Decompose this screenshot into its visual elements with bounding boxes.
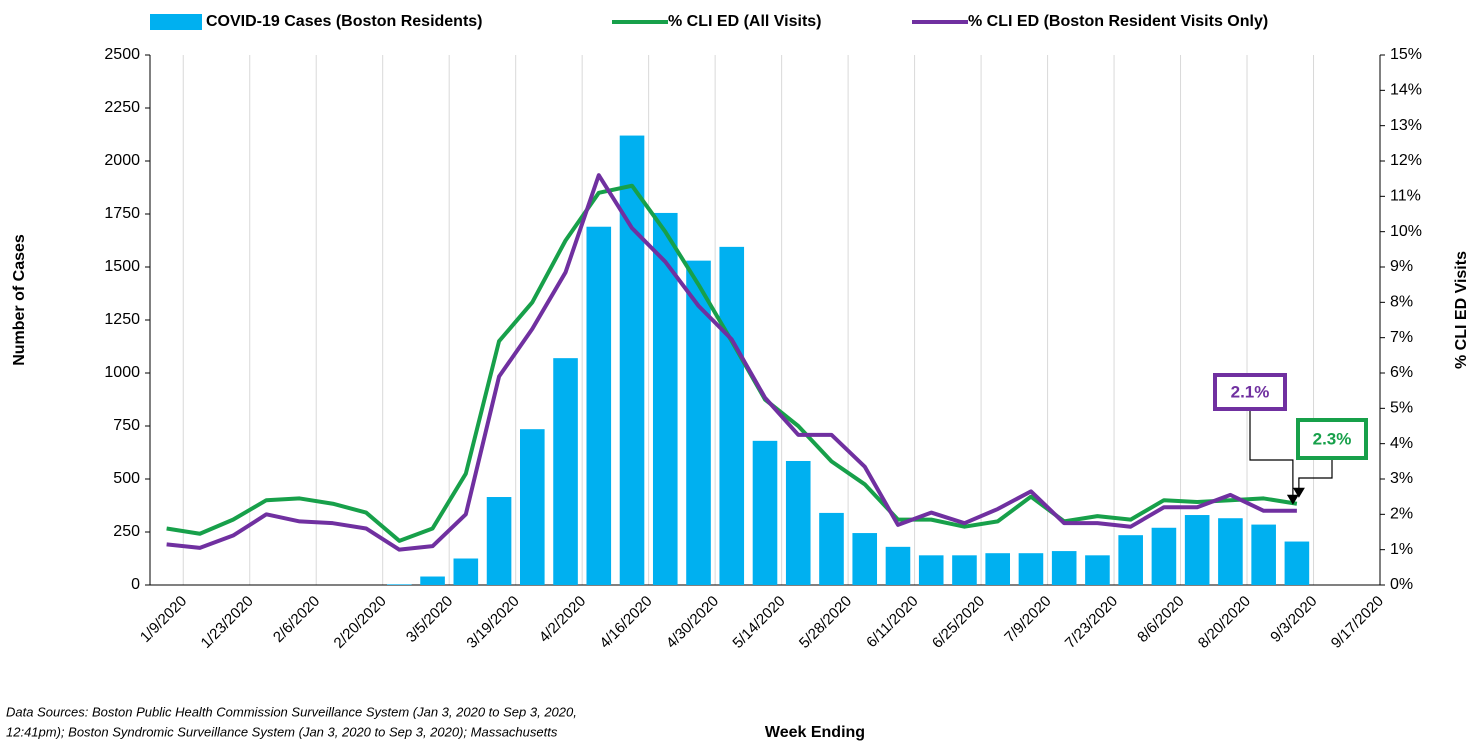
y2-tick-label: 4% [1390, 435, 1413, 452]
y-tick-label: 250 [113, 523, 140, 540]
x-tick-label: 1/23/2020 [198, 593, 257, 652]
bar [1018, 553, 1044, 585]
bar [719, 246, 745, 586]
bar [1151, 527, 1177, 585]
bar [918, 555, 944, 585]
y2-tick-label: 1% [1390, 541, 1413, 558]
legend-label: COVID-19 Cases (Boston Residents) [206, 13, 483, 30]
bar [1251, 524, 1276, 585]
y-tick-label: 500 [113, 470, 140, 487]
bar [486, 497, 512, 585]
bar [619, 135, 645, 585]
bar [752, 440, 778, 585]
legend-label: % CLI ED (All Visits) [668, 13, 822, 30]
y-tick-label: 2250 [104, 99, 140, 116]
annotation-box [1296, 418, 1368, 460]
y-tick-label: 1000 [104, 364, 140, 381]
y2-tick-label: 0% [1390, 576, 1413, 593]
x-tick-label: 7/9/2020 [1001, 593, 1054, 646]
x-tick-label: 5/28/2020 [796, 593, 855, 652]
x-tick-label: 1/9/2020 [137, 593, 190, 646]
x-tick-label: 4/2/2020 [536, 593, 589, 646]
bar [553, 358, 578, 585]
y2-tick-label: 11% [1390, 188, 1421, 205]
bar [819, 512, 844, 585]
bar [985, 553, 1011, 585]
annotation-arrow [1286, 494, 1299, 505]
legend-label: % CLI ED (Boston Resident Visits Only) [968, 13, 1268, 30]
bar [1051, 551, 1077, 585]
x-tick-label: 3/5/2020 [403, 593, 456, 646]
x-tick-label: 3/19/2020 [463, 593, 522, 652]
legend-swatch [150, 14, 202, 30]
y-tick-label: 2000 [104, 152, 140, 169]
x-tick-label: 5/14/2020 [729, 593, 788, 652]
x-tick-label: 9/3/2020 [1267, 593, 1320, 646]
x-tick-label: 4/16/2020 [596, 593, 655, 652]
x-tick-label: 7/23/2020 [1062, 593, 1121, 652]
y2-tick-label: 2% [1390, 506, 1413, 523]
annotation-leader [1249, 409, 1294, 497]
annotation-label: 2.1% [1231, 382, 1270, 401]
annotation-box [1213, 373, 1287, 411]
y-tick-label: 750 [113, 417, 140, 434]
source-note: 12:41pm); Boston Syndromic Surveillance … [6, 724, 558, 739]
bar [885, 546, 911, 585]
y2-tick-label: 9% [1390, 258, 1413, 275]
y2-tick-label: 12% [1390, 152, 1422, 169]
y2-tick-label: 6% [1390, 364, 1413, 381]
x-tick-label: 2/6/2020 [270, 593, 323, 646]
x-tick-label: 4/30/2020 [663, 593, 722, 652]
x-axis-title: Week Ending [765, 724, 865, 741]
y2-tick-label: 14% [1390, 82, 1422, 99]
x-tick-label: 2/20/2020 [331, 593, 390, 652]
bar [1218, 518, 1243, 585]
y2-tick-label: 10% [1390, 223, 1422, 240]
y-axis-title: Number of Cases [11, 234, 28, 366]
x-tick-label: 6/11/2020 [863, 593, 921, 651]
y-tick-label: 1750 [104, 205, 140, 222]
bar [420, 576, 445, 585]
bar [852, 533, 878, 585]
x-tick-label: 6/25/2020 [929, 593, 988, 652]
annotation-leader [1298, 458, 1333, 490]
source-note: Data Sources: Boston Public Health Commi… [6, 704, 577, 719]
y-tick-label: 1500 [104, 258, 140, 275]
y2-tick-label: 5% [1390, 400, 1413, 417]
bar [586, 226, 612, 585]
bar [519, 429, 545, 585]
x-tick-label: 9/17/2020 [1328, 593, 1387, 652]
y-tick-label: 1250 [104, 311, 140, 328]
y2-axis-title: % CLI ED Visits [1453, 251, 1470, 369]
x-tick-label: 8/20/2020 [1195, 593, 1254, 652]
bar [686, 260, 711, 585]
y2-tick-label: 3% [1390, 470, 1413, 487]
x-tick-label: 8/6/2020 [1134, 593, 1187, 646]
bar [453, 558, 479, 585]
bar [785, 460, 811, 585]
bar [1284, 541, 1310, 585]
bar [1184, 515, 1210, 585]
y2-tick-label: 8% [1390, 294, 1413, 311]
bar [1118, 535, 1143, 585]
bar [1085, 555, 1110, 585]
line [166, 173, 1297, 552]
y-tick-label: 0 [131, 576, 140, 593]
y2-tick-label: 15% [1390, 46, 1422, 63]
y-tick-label: 2500 [104, 46, 140, 63]
y2-tick-label: 13% [1390, 117, 1422, 134]
annotation-arrow [1292, 487, 1305, 498]
annotation-label: 2.3% [1313, 429, 1352, 448]
bar [652, 212, 678, 585]
bar [952, 555, 977, 585]
bar [387, 584, 412, 585]
y2-tick-label: 7% [1390, 329, 1413, 346]
